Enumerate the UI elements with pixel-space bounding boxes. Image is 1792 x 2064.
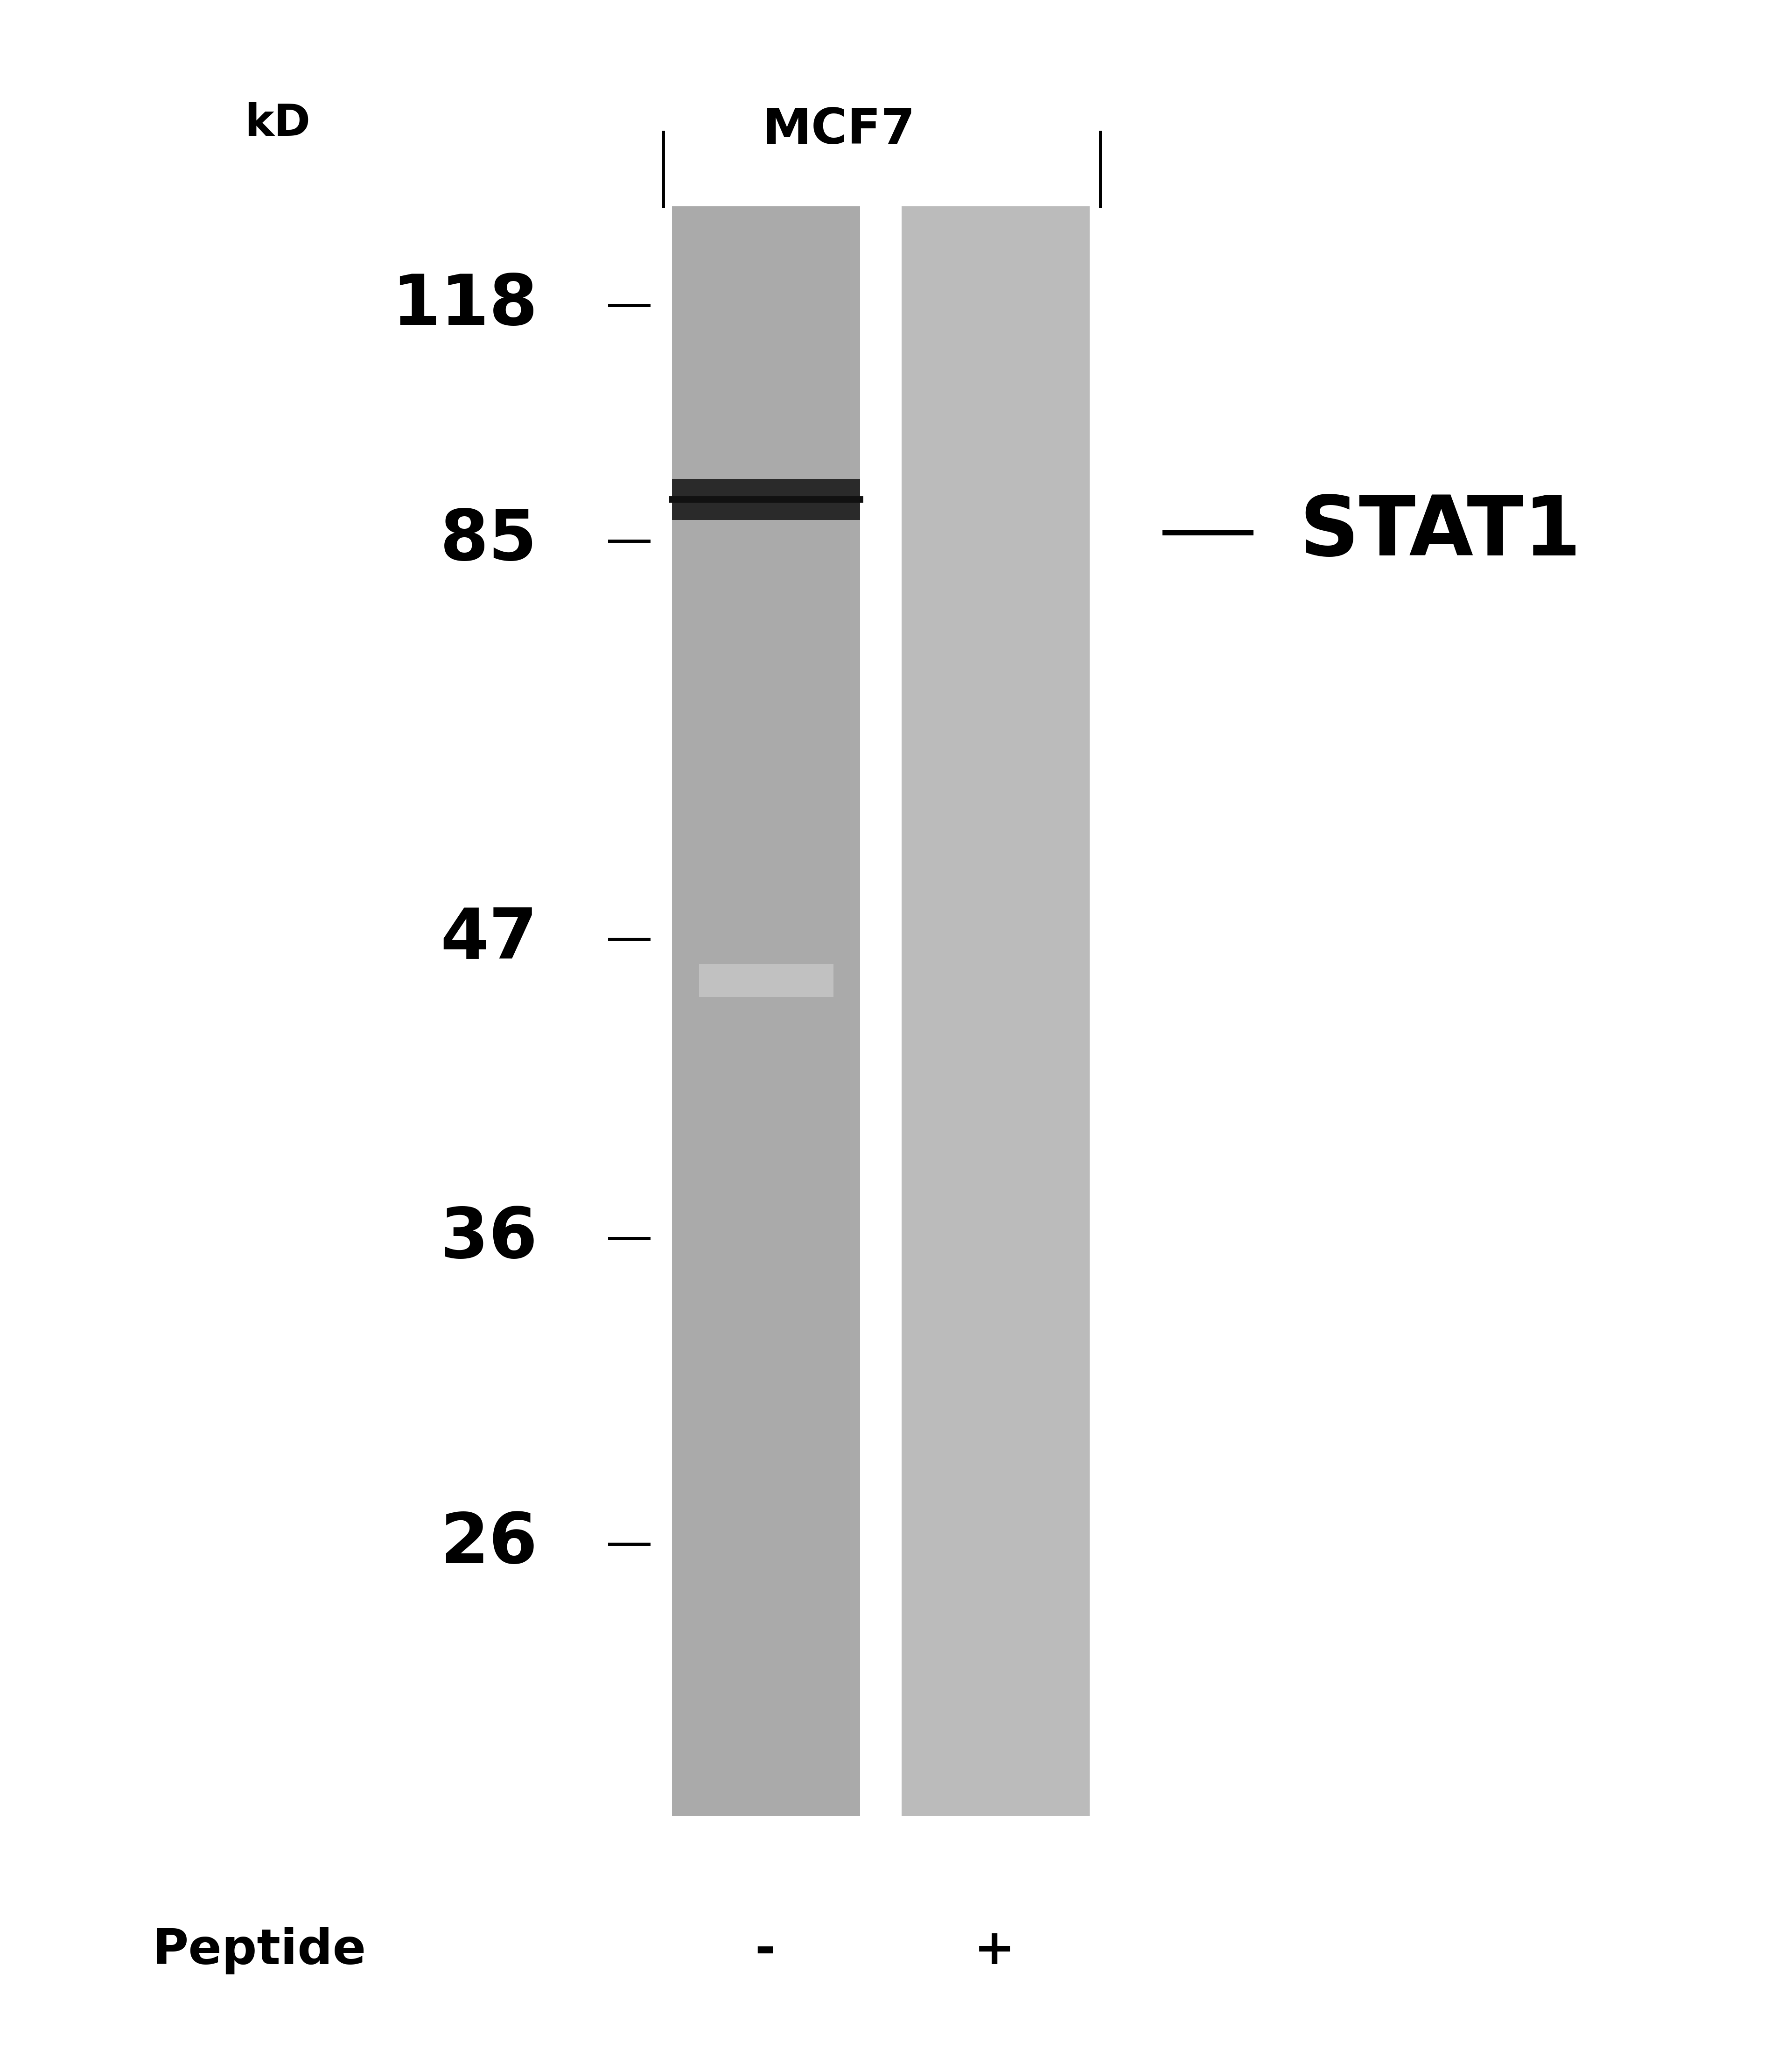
Text: MCF7: MCF7: [762, 105, 916, 155]
Text: 85: 85: [441, 508, 538, 574]
Bar: [901, 206, 1090, 1816]
Text: Peptide: Peptide: [152, 1926, 366, 1975]
Text: +: +: [975, 1926, 1014, 1975]
Bar: [699, 964, 833, 997]
Text: 36: 36: [441, 1205, 538, 1271]
Bar: [672, 479, 860, 520]
Text: 26: 26: [441, 1511, 538, 1577]
Text: STAT1: STAT1: [1299, 491, 1581, 574]
Text: kD: kD: [246, 103, 310, 144]
Text: 47: 47: [441, 906, 538, 972]
Text: 118: 118: [391, 272, 538, 338]
Text: -: -: [754, 1926, 776, 1975]
Bar: [672, 206, 860, 1816]
